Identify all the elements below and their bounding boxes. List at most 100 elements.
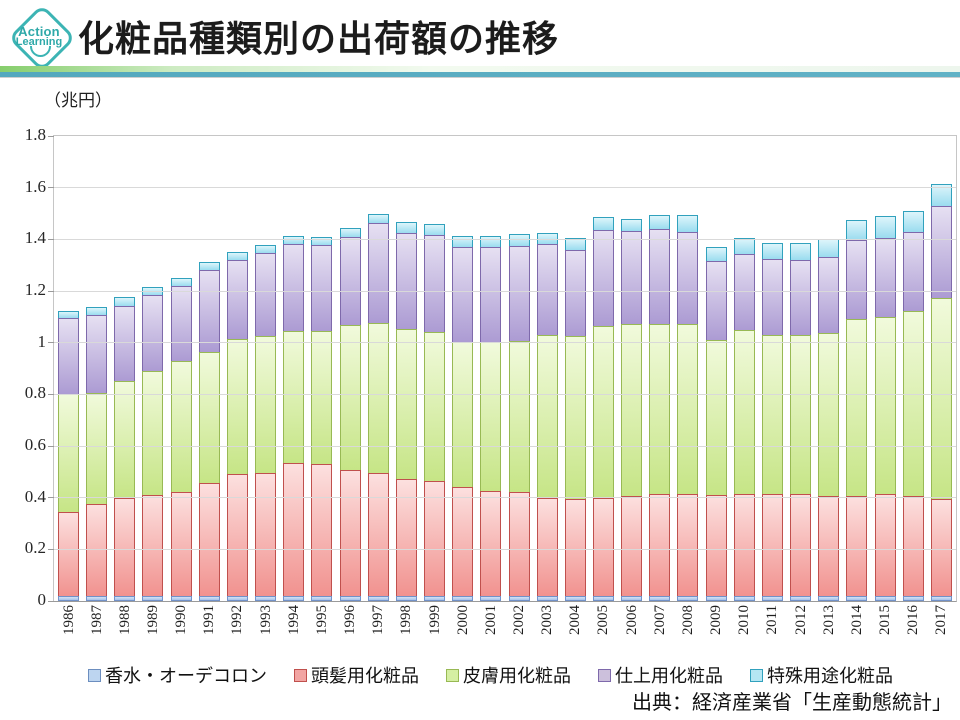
bar-segment-1988-香水・オーデコロン (114, 596, 136, 601)
bar-segment-2012-特殊用途化粧品 (790, 243, 812, 261)
bar-segment-2006-頭髪用化粧品 (621, 496, 643, 597)
y-axis-label-1.4: 1.4 (24, 228, 46, 248)
bar-segment-2013-特殊用途化粧品 (818, 239, 840, 258)
bar-segment-1992-頭髪用化粧品 (226, 474, 248, 597)
legend-swatch-icon-1 (294, 668, 307, 682)
bar-segment-2011-香水・オーデコロン (761, 596, 783, 601)
bar-segment-2005-頭髪用化粧品 (592, 498, 614, 597)
bar-segment-1996-仕上用化粧品 (339, 237, 361, 326)
bar-segment-2002-仕上用化粧品 (508, 246, 530, 342)
bar-segment-2017-香水・オーデコロン (930, 596, 952, 601)
bar-segment-1997-頭髪用化粧品 (367, 473, 389, 597)
source-citation: 出典：経済産業省「生産動態統計」 (632, 692, 952, 714)
gridline-0.6 (54, 445, 956, 447)
bar-segment-2003-香水・オーデコロン (536, 596, 558, 601)
bar-segment-1991-頭髪用化粧品 (198, 483, 220, 597)
bar-segment-1999-皮膚用化粧品 (424, 332, 446, 482)
bar-segment-1991-仕上用化粧品 (198, 270, 220, 353)
bar-segment-2000-仕上用化粧品 (452, 247, 474, 343)
legend-label-4: 特殊用途化粧品 (767, 666, 893, 686)
bar-segment-1991-香水・オーデコロン (198, 596, 220, 601)
bar-segment-2001-仕上用化粧品 (480, 247, 502, 343)
bar-segment-2007-皮膚用化粧品 (649, 324, 671, 495)
gridline-1.4 (54, 238, 956, 240)
bars-container: 1986 1987 1988 1989 1990 1991 1992 1993 1994 1995… (54, 136, 956, 635)
bar-segment-2017-皮膚用化粧品 (930, 298, 952, 500)
bar-2011: 2011 (761, 136, 783, 634)
bar-segment-2016-特殊用途化粧品 (902, 211, 924, 233)
bar-segment-1988-皮膚用化粧品 (114, 381, 136, 499)
bar-segment-1987-香水・オーデコロン (86, 596, 108, 601)
bar-segment-1996-香水・オーデコロン (339, 596, 361, 601)
bar-1986: 1986 (58, 136, 79, 635)
bar-segment-2013-皮膚用化粧品 (818, 333, 840, 497)
bar-segment-1994-頭髪用化粧品 (283, 463, 305, 597)
bar-segment-2011-仕上用化粧品 (761, 259, 783, 336)
bar-segment-2003-頭髪用化粧品 (536, 498, 558, 597)
bar-2000: 2000 (452, 136, 474, 635)
y-axis-label-1: 1 (37, 331, 47, 351)
gridline-0.4 (54, 497, 956, 499)
bar-segment-2008-香水・オーデコロン (677, 596, 699, 601)
bar-segment-1997-皮膚用化粧品 (367, 323, 389, 474)
bar-segment-2011-皮膚用化粧品 (761, 335, 783, 495)
bar-1993: 1993 (255, 136, 277, 635)
bar-segment-1993-頭髪用化粧品 (255, 473, 277, 597)
plot-area: 1986 1987 1988 1989 1990 1991 1992 1993 1994 1995… (48, 135, 957, 635)
bar-segment-2008-頭髪用化粧品 (677, 494, 699, 597)
bar-segment-2008-仕上用化粧品 (677, 232, 699, 325)
y-tick-1.8 (48, 135, 54, 137)
bar-segment-1999-仕上用化粧品 (424, 235, 446, 333)
bar-1988: 1988 (114, 136, 136, 635)
bar-2017: 2017 (930, 136, 952, 635)
bar-segment-2015-皮膚用化粧品 (874, 317, 896, 495)
legend-label-2: 皮膚用化粧品 (463, 666, 571, 686)
bar-segment-2014-皮膚用化粧品 (846, 319, 868, 497)
bar-1992: 1992 (226, 136, 248, 635)
bar-segment-2011-特殊用途化粧品 (761, 243, 783, 260)
legend-label-3: 仕上用化粧品 (615, 666, 723, 686)
y-tick-1 (48, 342, 54, 344)
bar-2008: 2008 (677, 136, 699, 635)
bar-segment-2009-頭髪用化粧品 (705, 495, 727, 597)
bar-segment-2006-香水・オーデコロン (621, 596, 643, 601)
bar-segment-1996-皮膚用化粧品 (339, 325, 361, 471)
bar-1998: 1998 (395, 136, 417, 635)
bar-segment-1992-仕上用化粧品 (226, 260, 248, 340)
bar-segment-2012-頭髪用化粧品 (790, 494, 812, 597)
y-axis-label-1.6: 1.6 (24, 176, 46, 196)
bar-segment-2002-皮膚用化粧品 (508, 341, 530, 493)
chart-legend: 香水・オーデコロン 頭髪用化粧品 皮膚用化粧品 仕上用化粧品 特殊用途化粧品 (88, 662, 893, 688)
bar-segment-2012-皮膚用化粧品 (790, 335, 812, 495)
bar-segment-1993-仕上用化粧品 (255, 253, 277, 337)
gridline-0.8 (54, 393, 956, 395)
logo-text-learning: Learning (15, 36, 63, 48)
header-separator (0, 66, 960, 78)
bar-segment-2004-仕上用化粧品 (564, 250, 586, 337)
action-learning-logo: Action Learning (6, 4, 76, 72)
bar-1987: 1987 (86, 136, 108, 635)
bar-2009: 2009 (705, 136, 727, 635)
x-axis-label-2017: 2017 (932, 605, 949, 635)
legend-item-頭髪用化粧品: 頭髪用化粧品 (294, 662, 419, 688)
y-axis-label-0: 0 (37, 590, 47, 609)
page-title: 化粧品種類別の出荷額の推移 (78, 18, 560, 59)
bar-segment-1987-仕上用化粧品 (86, 315, 108, 394)
bar-segment-2013-仕上用化粧品 (818, 257, 840, 334)
bar-segment-1995-香水・オーデコロン (311, 596, 333, 601)
bar-segment-1986-香水・オーデコロン (58, 596, 79, 601)
y-tick-0.6 (48, 445, 54, 447)
bar-segment-1989-皮膚用化粧品 (142, 371, 164, 496)
bar-segment-1990-香水・オーデコロン (170, 596, 192, 601)
y-tick-0 (48, 600, 54, 602)
bar-2002: 2002 (508, 136, 530, 635)
bar-segment-2000-香水・オーデコロン (452, 596, 474, 601)
gridline-0.2 (54, 548, 956, 550)
bar-segment-1993-皮膚用化粧品 (255, 336, 277, 474)
bar-segment-2015-特殊用途化粧品 (874, 216, 896, 239)
bar-segment-1986-仕上用化粧品 (58, 318, 79, 395)
bar-segment-1993-香水・オーデコロン (255, 596, 277, 601)
y-tick-1.6 (48, 187, 54, 189)
y-axis-label-1.2: 1.2 (24, 280, 46, 299)
